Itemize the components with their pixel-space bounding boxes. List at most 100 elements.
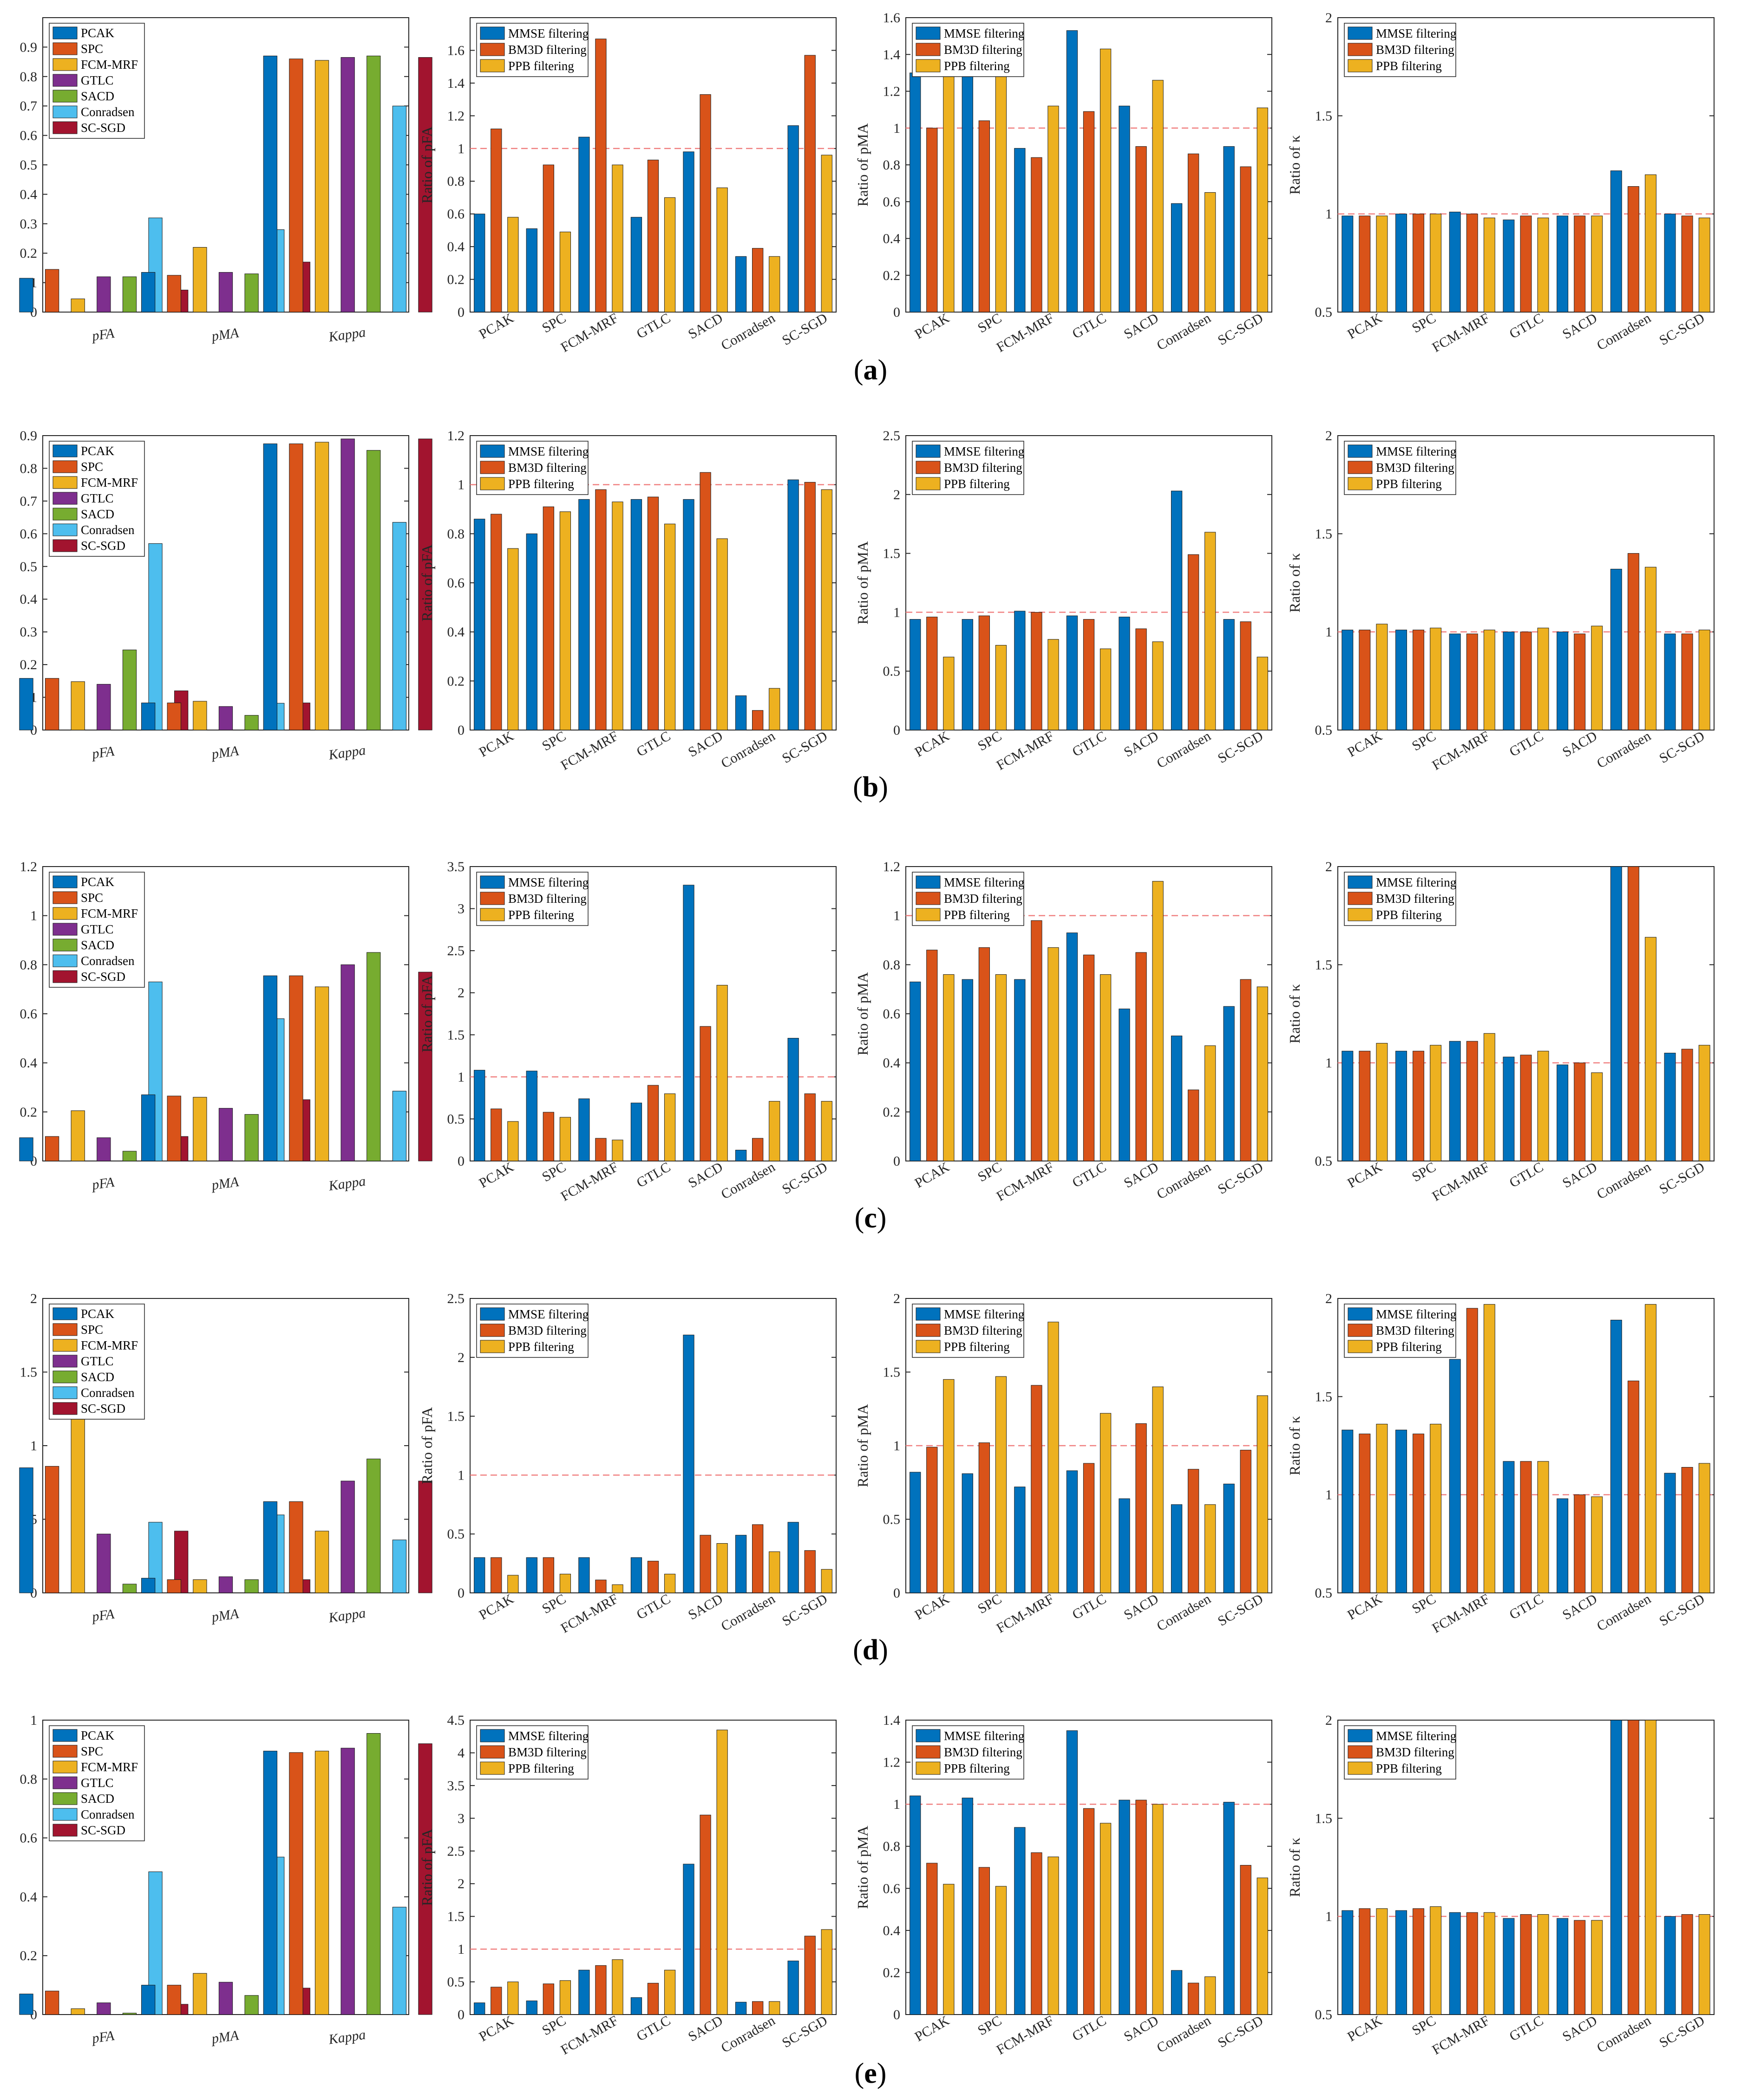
y-tick-label: 2 — [1325, 1291, 1332, 1306]
bar-mmse-filtering — [1449, 1912, 1461, 2015]
legend-swatch — [916, 1340, 941, 1353]
caption-e-close: ) — [877, 2058, 887, 2089]
bar-ppb-filtering — [1645, 1720, 1656, 2015]
bar-bm3d-filtering — [1135, 952, 1147, 1161]
x-tick-label: Conradsen — [719, 310, 778, 353]
legend-label: MMSE filtering — [944, 1729, 1024, 1743]
y-tick-label: 1.5 — [447, 1909, 465, 1924]
y-tick-label: 0.7 — [20, 98, 38, 114]
bar-ppb-filtering — [612, 1584, 623, 1593]
bar-fcm-mrf — [71, 681, 85, 730]
bar-ppb-filtering — [1152, 1804, 1164, 2015]
bar-bm3d-filtering — [543, 1557, 554, 1593]
caption-c-close: ) — [877, 1202, 887, 1234]
x-tick-label: Kappa — [327, 743, 367, 763]
x-tick-label: FCM-MRF — [994, 1159, 1057, 1204]
y-axis-label: Ratio of pMA — [854, 541, 871, 625]
caption-d: (d) — [0, 1634, 1741, 1667]
bar-ppb-filtering — [821, 1569, 832, 1593]
bar-mmse-filtering — [1503, 1461, 1515, 1593]
legend-swatch — [52, 1761, 78, 1774]
bar-sacd — [367, 1459, 381, 1593]
bar-bm3d-filtering — [1627, 1381, 1639, 1593]
bar-mmse-filtering — [474, 214, 485, 313]
bar-ppb-filtering — [1483, 1304, 1495, 1593]
bar-bm3d-filtering — [595, 1965, 607, 2015]
bar-ppb-filtering — [1698, 1463, 1710, 1593]
legend-label: MMSE filtering — [508, 1729, 589, 1743]
bar-bm3d-filtering — [1031, 612, 1042, 730]
caption-b: (b) — [0, 771, 1741, 804]
bar-fcm-mrf — [314, 1751, 329, 2015]
bar-ppb-filtering — [1257, 107, 1268, 313]
legend-swatch — [1348, 26, 1373, 40]
bar-mmse-filtering — [787, 1960, 799, 2015]
bar-mmse-filtering — [1223, 619, 1235, 730]
bar-bm3d-filtering — [700, 1814, 711, 2015]
y-tick-label: 0.8 — [883, 957, 901, 972]
bar-pcak — [19, 1467, 33, 1593]
legend-swatch — [916, 59, 941, 72]
y-tick-label: 1.2 — [447, 108, 465, 124]
bar-bm3d-filtering — [491, 129, 502, 313]
bar-bm3d-filtering — [1574, 215, 1586, 313]
y-tick-label: 0.4 — [883, 1923, 901, 1938]
bar-fcm-mrf — [314, 1531, 329, 1593]
legend-label: SC-SGD — [81, 121, 125, 135]
y-tick-label: 4 — [458, 1745, 465, 1761]
legend-swatch — [916, 1745, 941, 1759]
bar-spc — [289, 1752, 303, 2015]
legend-label: BM3D filtering — [508, 43, 587, 57]
y-axis-label: Ratio of pMA — [854, 972, 871, 1056]
y-tick-label: 0.5 — [883, 1512, 901, 1527]
caption-d-letter: d — [862, 1634, 879, 1666]
chart-b-pfa: 0 0.2 0.4 0.6 0.8 1 1.2 Ratio of pFA PCAK SPCFCM-… — [419, 428, 837, 773]
bar-ppb-filtering — [1100, 48, 1112, 313]
bar-bm3d-filtering — [1681, 1914, 1693, 2015]
bar-mmse-filtering — [1066, 933, 1078, 1161]
y-tick-label: 1 — [458, 1942, 465, 1957]
bar-bm3d-filtering — [926, 1447, 938, 1593]
bar-bm3d-filtering — [1240, 979, 1251, 1161]
bar-ppb-filtering — [1698, 1045, 1710, 1161]
bar-ppb-filtering — [612, 164, 623, 313]
bar-ppb-filtering — [1100, 1823, 1112, 2015]
bar-ppb-filtering — [943, 657, 955, 730]
bar-bm3d-filtering — [1135, 146, 1147, 313]
legend-swatch — [916, 908, 941, 921]
legend-swatch — [52, 1339, 78, 1352]
legend-label: GTLC — [81, 1776, 114, 1790]
bar-bm3d-filtering — [1574, 1063, 1586, 1161]
bar-bm3d-filtering — [1083, 954, 1095, 1161]
legend-swatch — [1348, 892, 1373, 905]
bar-bm3d-filtering — [1574, 633, 1586, 730]
x-tick-label: SACD — [1121, 310, 1161, 342]
bar-mmse-filtering — [1066, 1730, 1078, 2015]
bar-mmse-filtering — [1342, 629, 1354, 730]
bar-mmse-filtering — [1342, 215, 1354, 313]
chart-c-pfa: 0 0.5 1 1.5 2 2.5 3 3.5 Ratio of pFA PCAK SPCFCM-M… — [419, 859, 837, 1204]
bar-bm3d-filtering — [491, 1987, 502, 2015]
bar-ppb-filtering — [1152, 1386, 1164, 1593]
bar-sacd — [367, 450, 381, 730]
bar-bm3d-filtering — [1627, 553, 1639, 730]
x-tick-label: SC-SGD — [1656, 2013, 1707, 2051]
bar-mmse-filtering — [1664, 1916, 1676, 2015]
legend-swatch — [1348, 461, 1373, 474]
x-tick-label: Kappa — [327, 1605, 367, 1626]
bar-mmse-filtering — [962, 979, 973, 1161]
y-tick-label: 1 — [30, 908, 37, 924]
x-tick-label: SACD — [686, 2013, 726, 2045]
bar-pcak — [263, 443, 277, 730]
bar-bm3d-filtering — [1681, 215, 1693, 313]
bar-mmse-filtering — [1066, 1470, 1078, 1593]
y-axis-label: Ratio of pFA — [419, 544, 435, 622]
bar-bm3d-filtering — [1083, 1808, 1095, 2015]
x-tick-label: SC-SGD — [1215, 2013, 1266, 2051]
bar-fcm-mrf — [193, 1097, 207, 1161]
legend-label: SPC — [81, 1744, 103, 1758]
bar-sacd — [367, 952, 381, 1161]
y-tick-label: 0.2 — [20, 657, 38, 672]
bar-mmse-filtering — [1066, 615, 1078, 730]
bar-gtlc — [218, 1982, 233, 2015]
